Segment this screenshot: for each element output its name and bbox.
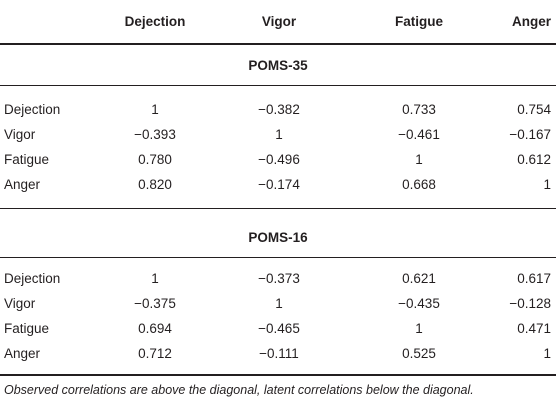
table-cell: 0.754	[517, 102, 551, 117]
table-row: Dejection 1 −0.373 0.621 0.617	[0, 266, 556, 291]
row-label: Vigor	[4, 296, 36, 311]
table-row: Anger 0.820 −0.174 0.668 1	[0, 172, 556, 197]
table-cell: 0.617	[517, 271, 551, 286]
table-cell: 0.712	[138, 346, 172, 361]
table-cell: 0.612	[517, 152, 551, 167]
row-label: Anger	[4, 346, 41, 361]
table-cell: −0.111	[259, 346, 299, 361]
table-cell: 0.668	[402, 177, 436, 192]
table-cell: 1	[415, 321, 423, 336]
table-cell: 0.780	[138, 152, 172, 167]
table-row: Vigor −0.393 1 −0.461 −0.167	[0, 122, 556, 147]
section-rule	[0, 208, 556, 209]
table-cell: −0.373	[258, 271, 300, 286]
table-cell: −0.435	[398, 296, 440, 311]
table-cell: −0.174	[258, 177, 300, 192]
row-label: Dejection	[4, 271, 61, 286]
section-title-poms-16: POMS-16	[248, 230, 308, 245]
row-label: Anger	[4, 177, 41, 192]
table-cell: −0.393	[134, 127, 176, 142]
table-cell: 0.694	[138, 321, 172, 336]
column-header-dejection: Dejection	[124, 14, 186, 29]
table-cell: −0.496	[258, 152, 300, 167]
row-label: Fatigue	[4, 321, 50, 336]
table-row: Anger 0.712 −0.111 0.525 1	[0, 341, 556, 366]
table-cell: 1	[543, 346, 551, 361]
section-rule	[0, 85, 556, 86]
table-cell: 0.471	[517, 321, 551, 336]
header-rule	[0, 43, 556, 45]
table-cell: −0.128	[509, 296, 551, 311]
table-cell: 1	[275, 127, 283, 142]
row-label: Fatigue	[4, 152, 50, 167]
table-row: Fatigue 0.694 −0.465 1 0.471	[0, 316, 556, 341]
table-cell: 1	[275, 296, 283, 311]
column-header-vigor: Vigor	[261, 14, 297, 29]
row-label: Vigor	[4, 127, 36, 142]
table-cell: −0.382	[258, 102, 300, 117]
table-footnote: Observed correlations are above the diag…	[4, 383, 474, 397]
table-header-row: Dejection Vigor Fatigue Anger	[0, 9, 556, 34]
table-cell: 1	[415, 152, 423, 167]
table-cell: 0.733	[402, 102, 436, 117]
bottom-rule	[0, 374, 556, 376]
table-cell: −0.465	[258, 321, 300, 336]
table-cell: −0.461	[398, 127, 440, 142]
table-row: Fatigue 0.780 −0.496 1 0.612	[0, 147, 556, 172]
table-cell: 0.820	[138, 177, 172, 192]
column-header-anger: Anger	[511, 14, 551, 29]
table-cell: 1	[151, 102, 159, 117]
table-cell: 1	[543, 177, 551, 192]
table-row: Dejection 1 −0.382 0.733 0.754	[0, 97, 556, 122]
column-header-fatigue: Fatigue	[394, 14, 443, 29]
row-label: Dejection	[4, 102, 61, 117]
table-row: Vigor −0.375 1 −0.435 −0.128	[0, 291, 556, 316]
table-cell: −0.167	[509, 127, 551, 142]
section-rule	[0, 257, 556, 258]
table-cell: 1	[151, 271, 159, 286]
section-title-poms-35: POMS-35	[248, 58, 308, 73]
table-cell: 0.621	[402, 271, 436, 286]
table-cell: −0.375	[134, 296, 176, 311]
table-cell: 0.525	[402, 346, 436, 361]
